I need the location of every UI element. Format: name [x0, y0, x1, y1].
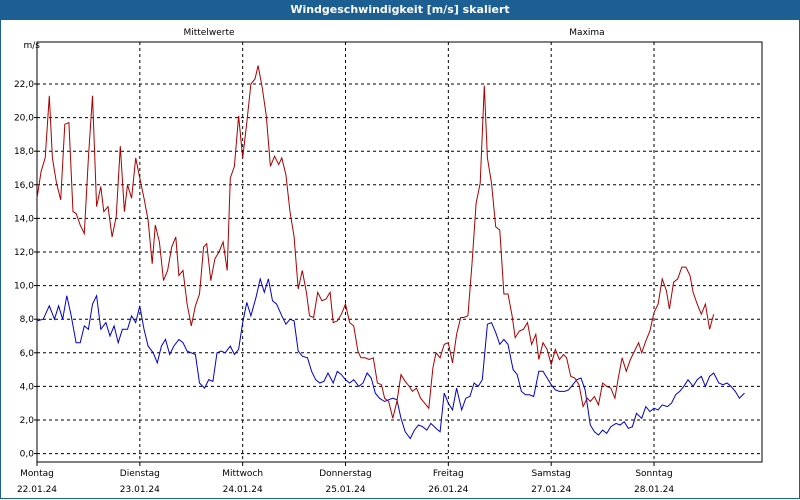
grid-lines	[37, 42, 762, 462]
y-tick-label: 6,0	[20, 349, 35, 359]
y-tick-label: 22,0	[14, 80, 34, 90]
series-line-mittelwerte	[36, 276, 745, 440]
y-tick-label: 2,0	[20, 416, 35, 426]
y-tick-label: 18,0	[14, 147, 34, 157]
legend-mittelwerte: Mittelwerte	[183, 28, 234, 38]
y-axis-label: m/s	[24, 41, 41, 51]
y-tick-label: 16,0	[14, 181, 34, 191]
y-tick-label: 8,0	[20, 315, 35, 325]
legend-maxima: Maxima	[569, 28, 604, 38]
chart-title: Windgeschwindigkeit [m/s] skaliert	[0, 0, 800, 20]
y-tick-label: 14,0	[14, 214, 34, 224]
y-tick-labels: 0,0 2,0 4,0 6,0 8,0 10,0 12,0 14,0 16,0 18,0 20,0 2…	[14, 80, 34, 460]
y-tick-label: 10,0	[14, 282, 34, 292]
x-tick-label-day: Mittwoch	[222, 469, 263, 479]
x-tick-label-date: 25.01.24	[325, 485, 365, 495]
x-tick-label-date: 26.01.24	[428, 485, 468, 495]
plot-area-border	[36, 41, 763, 463]
x-tick-labels: Montag 22.01.24 Dienstag 23.01.24 Mittwoch 24…	[17, 469, 674, 495]
series-line-maxima	[36, 65, 715, 419]
x-tick-label-day: Donnerstag	[319, 469, 372, 479]
x-tick-label-date: 24.01.24	[223, 485, 263, 495]
x-tick-label-day: Samstag	[531, 469, 570, 479]
x-tick-label-day: Montag	[20, 469, 54, 479]
axes	[34, 41, 763, 466]
x-tick-label-date: 28.01.24	[634, 485, 674, 495]
y-tick-label: 12,0	[14, 248, 34, 258]
x-tick-label-date: 22.01.24	[17, 485, 57, 495]
x-tick-label-day: Freitag	[433, 469, 464, 479]
x-tick-label-day: Sonntag	[635, 469, 672, 479]
y-tick-label: 0,0	[20, 450, 35, 460]
series-layer	[36, 65, 745, 440]
y-tick-label: 4,0	[20, 382, 35, 392]
x-tick-label-day: Dienstag	[120, 469, 160, 479]
y-tick-label: 20,0	[14, 114, 34, 124]
x-tick-label-date: 23.01.24	[120, 485, 160, 495]
x-tick-label-date: 27.01.24	[531, 485, 571, 495]
